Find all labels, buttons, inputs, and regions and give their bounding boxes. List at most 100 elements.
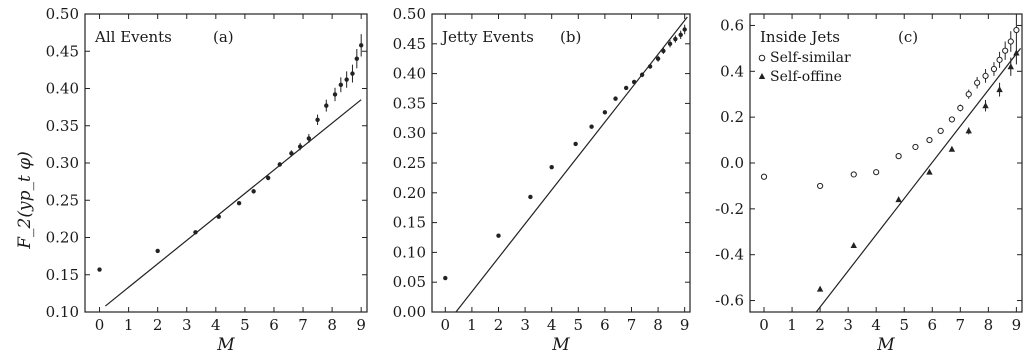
x-tick-label: 4: [211, 316, 221, 334]
x-tick-label: 4: [871, 316, 881, 334]
data-point: [324, 103, 329, 108]
data-point: [631, 79, 637, 85]
y-tick-label: -0.6: [715, 292, 744, 310]
data-point-self-similar: [965, 91, 972, 98]
y-tick-label: 0.50: [393, 5, 426, 23]
data-point-self-offine: [816, 285, 824, 292]
data-point: [358, 43, 364, 48]
y-tick-label: -0.4: [715, 246, 744, 264]
y-tick-label: 0.50: [46, 5, 79, 23]
data-point-self-offine: [895, 196, 902, 203]
y-tick-label: 0.40: [46, 80, 79, 98]
y-tick-label: 0.30: [393, 124, 426, 142]
data-point-self-similar: [1002, 47, 1009, 54]
y-tick-label: 0.30: [46, 154, 79, 172]
data-point-self-offine: [965, 127, 972, 134]
data-point: [306, 136, 312, 141]
data-point-self-similar: [817, 182, 824, 190]
data-point-self-similar: [1007, 38, 1014, 45]
data-point-self-similar: [974, 79, 981, 86]
y-tick-label: 0.10: [393, 243, 426, 261]
panel-title: Jetty Events: [440, 28, 534, 46]
panel-a: 0 1 2 3 4 5 6 7 8 9 0.10 0.15 0.20 0.25 0.30 0.35 0.40 0.…: [46, 5, 368, 355]
data-point: [236, 201, 242, 206]
data-point: [667, 41, 673, 46]
data-point-self-offine: [948, 145, 956, 152]
data-point-self-offine: [1013, 49, 1020, 56]
x-tick-label: 0: [95, 316, 105, 334]
y-tick-label: 0.00: [393, 303, 426, 321]
x-tick-label: 3: [520, 316, 530, 334]
data-point-self-offine: [850, 242, 857, 249]
data-point: [661, 48, 666, 54]
data-point-self-similar: [895, 153, 902, 160]
data-point: [655, 56, 661, 61]
data-point: [332, 92, 338, 97]
x-tick-label: 7: [298, 316, 308, 334]
data-point: [639, 72, 645, 77]
y-tick-label: 0.25: [393, 154, 426, 172]
plot-frame: [84, 13, 368, 313]
y-tick-label: 0.05: [393, 273, 426, 291]
data-point: [443, 275, 448, 281]
data-point: [354, 56, 360, 61]
legend-entry-self-offine: Self-offine: [770, 69, 842, 85]
y-tick-label: 0.6: [720, 16, 744, 34]
data-point: [589, 124, 594, 129]
legend-marker-self-offine: [758, 73, 766, 79]
y-tick-label: 0.15: [393, 214, 426, 232]
y-tick-label: 0.2: [720, 108, 744, 126]
y-tick-label: 0.20: [393, 184, 426, 202]
plot-frame: [431, 13, 691, 313]
data-point-self-similar: [760, 173, 768, 180]
x-axis-label: M: [876, 335, 895, 355]
y-tick-label: 0.40: [393, 65, 426, 83]
legend-marker-self-similar: [758, 54, 766, 62]
data-point: [549, 164, 554, 170]
panel-label: (a): [213, 28, 234, 46]
panel-b: 0 1 2 3 4 5 6 7 8 9 0.00 0.05 0.10 0.15 0.20 0.25 0.30 0.…: [393, 5, 691, 355]
y-tick-label: 0.15: [46, 266, 79, 284]
data-point: [623, 85, 629, 91]
data-point-self-similar: [982, 72, 989, 79]
x-tick-label: 5: [899, 316, 909, 334]
data-point-self-similar: [850, 171, 857, 178]
data-point-self-similar: [912, 143, 919, 151]
y-tick-label: 0.20: [46, 229, 79, 247]
x-tick-label: 5: [574, 316, 584, 334]
data-point: [602, 110, 608, 115]
data-point: [277, 162, 282, 167]
x-tick-label: 3: [843, 316, 853, 334]
y-tick-label: 0.45: [393, 35, 426, 53]
x-tick-label: 2: [494, 316, 504, 334]
x-tick-label: 3: [182, 316, 192, 334]
x-tick-label: 0: [759, 316, 769, 334]
y-tick-label: -0.2: [715, 200, 744, 218]
x-axis-label: M: [551, 335, 570, 355]
data-point: [647, 64, 653, 69]
data-point: [338, 82, 344, 87]
data-point: [265, 175, 271, 181]
panel-label: (c): [898, 28, 918, 46]
data-point-self-similar: [873, 169, 880, 176]
legend-entry-self-similar: Self-similar: [770, 50, 851, 66]
x-tick-label: 6: [269, 316, 279, 334]
data-point: [528, 194, 533, 200]
data-point: [673, 36, 678, 42]
y-tick-label: 0.25: [46, 191, 79, 209]
panel-c: 0 1 2 3 4 5 6 7 8 9 -0.6 -0.4 -0.2 0.0 0.2 0.4 0.6 M Insid…: [715, 13, 1023, 355]
data-point-self-similar: [948, 116, 955, 123]
data-point-self-similar: [990, 65, 998, 73]
x-tick-label: 8: [984, 316, 994, 334]
data-point-self-offine: [1007, 63, 1014, 70]
data-point: [297, 144, 303, 149]
data-point: [251, 189, 256, 194]
data-point: [344, 77, 349, 82]
y-axis-label: F_2(yp_t φ): [15, 151, 35, 250]
x-tick-label: 9: [680, 316, 690, 334]
x-tick-label: 1: [467, 316, 477, 334]
data-point-self-offine: [982, 102, 989, 109]
data-point: [682, 27, 687, 32]
data-point: [193, 230, 198, 235]
